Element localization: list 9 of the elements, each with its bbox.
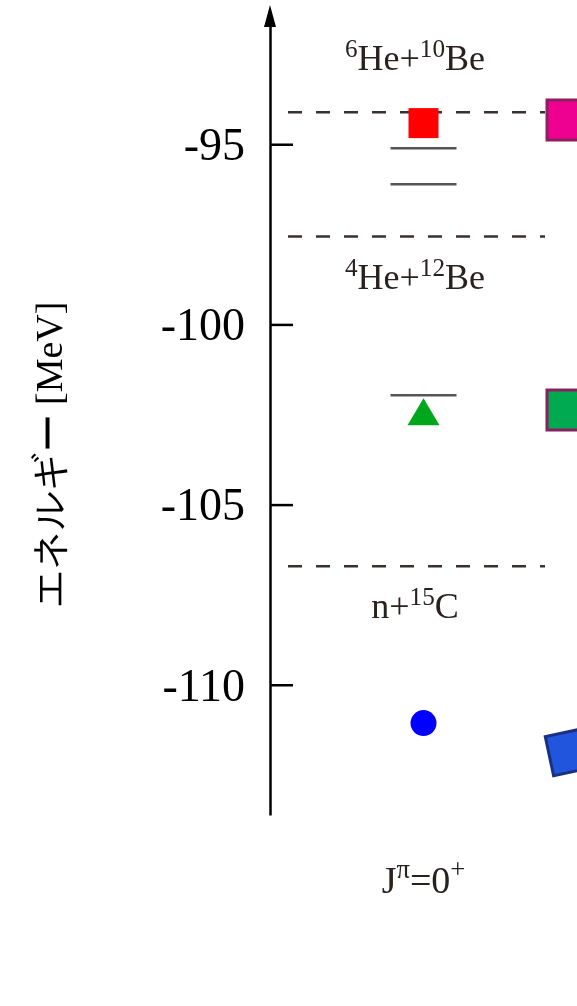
y-tick-label: -110 — [162, 659, 245, 711]
x-tick-label: J$^{π}$=0$^{+}$ — [381, 854, 466, 901]
ref-line-label: $^{4}$He+$^{12}$Be — [344, 253, 486, 297]
y-tick-label: -105 — [160, 479, 245, 531]
ref-line-label: $^{6}$He+$^{10}$Be — [344, 34, 486, 79]
y-axis-title: エネルギー [MeV] — [28, 301, 70, 609]
y-tick-label: -100 — [160, 299, 245, 351]
ref-line-label: n+$^{15}$C — [371, 582, 459, 627]
y-tick-label: -95 — [183, 118, 245, 170]
